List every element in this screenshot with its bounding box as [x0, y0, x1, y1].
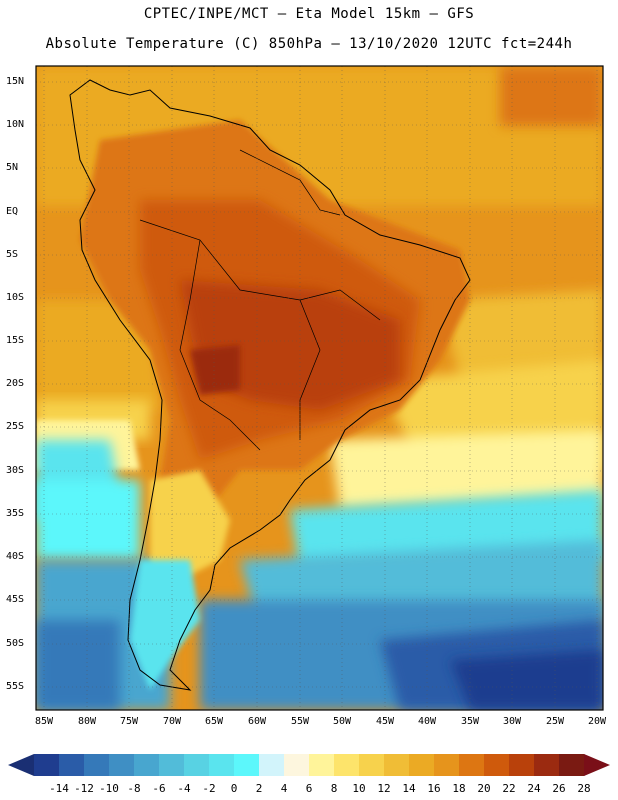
temperature-field [36, 66, 603, 710]
colorbar-cell [534, 754, 560, 776]
color-bar [8, 754, 610, 776]
colorbar-cell [259, 754, 285, 776]
colorbar-label: 14 [402, 782, 416, 795]
lon-label: 30W [502, 716, 522, 727]
colorbar-cell [109, 754, 135, 776]
colorbar-cell [359, 754, 385, 776]
lat-label: 35S [6, 508, 25, 519]
colorbar-cell [334, 754, 360, 776]
lat-label: 20S [6, 378, 25, 389]
colorbar-label: 28 [577, 782, 591, 795]
lat-label: 55S [6, 681, 25, 692]
lon-label: 45W [375, 716, 395, 727]
title-line-1: CPTEC/INPE/MCT – Eta Model 15km – GFS [143, 6, 475, 22]
colorbar-cell [284, 754, 310, 776]
lon-label: 70W [162, 716, 182, 727]
colorbar-label: 18 [452, 782, 466, 795]
lon-label: 65W [204, 716, 224, 727]
colorbar-label: 10 [352, 782, 366, 795]
lon-label: 60W [247, 716, 267, 727]
colorbar-cell [409, 754, 435, 776]
lat-label: 40S [6, 551, 25, 562]
colorbar-cell [459, 754, 485, 776]
lon-label: 75W [119, 716, 139, 727]
colorbar-label: -4 [177, 782, 191, 795]
colorbar-cell [384, 754, 410, 776]
colorbar-label: 16 [427, 782, 441, 795]
colorbar-cell [484, 754, 510, 776]
title-line-2: Absolute Temperature (C) 850hPa – 13/10/… [45, 36, 573, 52]
colorbar-cell [559, 754, 585, 776]
colorbar-cell [434, 754, 460, 776]
lon-label: 20W [587, 716, 607, 727]
colorbar-label: 22 [502, 782, 516, 795]
lat-label: 10N [6, 119, 25, 130]
colorbar-cell [159, 754, 185, 776]
colorbar-cells [34, 754, 585, 776]
colorbar-label: -12 [74, 782, 94, 795]
south-america-coastline [69, 79, 471, 691]
lon-label: 80W [77, 716, 97, 727]
colorbar-cell [234, 754, 260, 776]
colorbar-cell [134, 754, 160, 776]
colorbar-cell [184, 754, 210, 776]
lat-label: 5N [6, 162, 19, 173]
colorbar-label: -14 [49, 782, 69, 795]
colorbar-cell [34, 754, 60, 776]
colorbar-label: 12 [377, 782, 391, 795]
colorbar-label: -8 [127, 782, 141, 795]
lat-label: 45S [6, 594, 25, 605]
lon-label: 55W [290, 716, 310, 727]
lat-label: 5S [6, 249, 19, 260]
colorbar-label: 20 [477, 782, 491, 795]
lon-label: 35W [460, 716, 480, 727]
colorbar-label: 4 [280, 782, 288, 795]
colorbar-cell [309, 754, 335, 776]
lat-label: EQ [6, 206, 19, 217]
colorbar-cell [509, 754, 535, 776]
colorbar-label: 6 [305, 782, 313, 795]
lon-label: 85W [34, 716, 54, 727]
colorbar-high-arrow [584, 754, 610, 776]
colorbar-cell [84, 754, 110, 776]
colorbar-label: -2 [202, 782, 216, 795]
colorbar-label: 2 [255, 782, 263, 795]
colorbar-cell [209, 754, 235, 776]
lat-label: 25S [6, 421, 25, 432]
lat-label: 30S [6, 465, 25, 476]
lat-label: 50S [6, 638, 25, 649]
lat-label: 10S [6, 292, 25, 303]
colorbar-label: -6 [152, 782, 166, 795]
colorbar-label: 24 [527, 782, 541, 795]
colorbar-low-arrow [8, 754, 34, 776]
colorbar-label: 8 [330, 782, 338, 795]
colorbar-cell [59, 754, 85, 776]
colorbar-label: 26 [552, 782, 566, 795]
lon-label: 25W [545, 716, 565, 727]
colorbar-label: -10 [99, 782, 119, 795]
lon-label: 50W [332, 716, 352, 727]
lat-label: 15N [6, 76, 25, 87]
temperature-map [35, 65, 604, 711]
map-frame [35, 65, 604, 711]
colorbar-label: 0 [230, 782, 238, 795]
lat-label: 15S [6, 335, 25, 346]
gridlines [36, 66, 603, 710]
lon-label: 40W [417, 716, 437, 727]
